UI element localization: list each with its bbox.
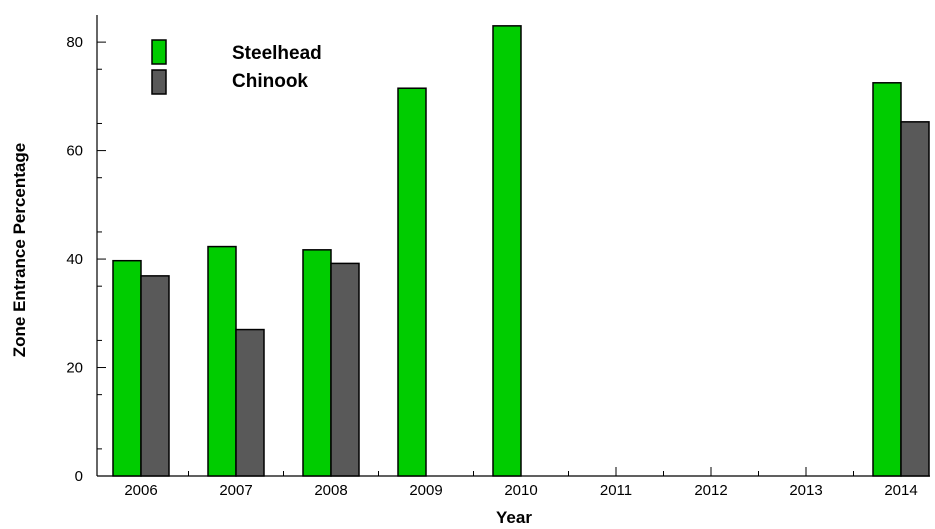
y-tick-label: 80 <box>66 34 83 51</box>
x-tick-label: 2009 <box>409 482 442 499</box>
bar-steelhead-2014 <box>872 82 902 477</box>
y-axis-title: Zone Entrance Percentage <box>10 143 29 357</box>
bar-chinook-2014 <box>900 121 930 477</box>
y-tick-label: 0 <box>75 468 83 485</box>
bar-steelhead-2010 <box>492 25 522 477</box>
x-axis-title: Year <box>496 508 532 527</box>
legend-label-chinook: Chinook <box>232 71 308 92</box>
x-tick-label: 2014 <box>884 482 917 499</box>
bar-steelhead-2007 <box>207 245 237 477</box>
y-tick-label: 20 <box>66 360 83 377</box>
bar-chinook-2006 <box>140 275 170 477</box>
x-tick-label: 2011 <box>600 482 632 499</box>
x-tick-label: 2013 <box>789 482 822 499</box>
x-tick-label: 2007 <box>219 482 252 499</box>
x-tick-label: 2010 <box>504 482 537 499</box>
x-tick-label: 2008 <box>314 482 347 499</box>
y-tick-label: 40 <box>66 251 83 268</box>
y-tick-label: 60 <box>66 143 83 160</box>
bar-steelhead-2009 <box>397 87 427 477</box>
bar-chinook-2008 <box>330 262 360 477</box>
bar-chinook-2007 <box>235 328 265 477</box>
legend-swatch-chinook <box>151 69 167 95</box>
legend: Steelhead Chinook <box>151 39 322 95</box>
x-tick-label: 2012 <box>694 482 727 499</box>
bars <box>112 25 930 477</box>
x-tick-label: 2006 <box>124 482 157 499</box>
legend-swatch-steelhead <box>151 39 167 65</box>
bar-steelhead-2008 <box>302 249 332 477</box>
bar-steelhead-2006 <box>112 259 142 477</box>
legend-label-steelhead: Steelhead <box>232 43 322 64</box>
